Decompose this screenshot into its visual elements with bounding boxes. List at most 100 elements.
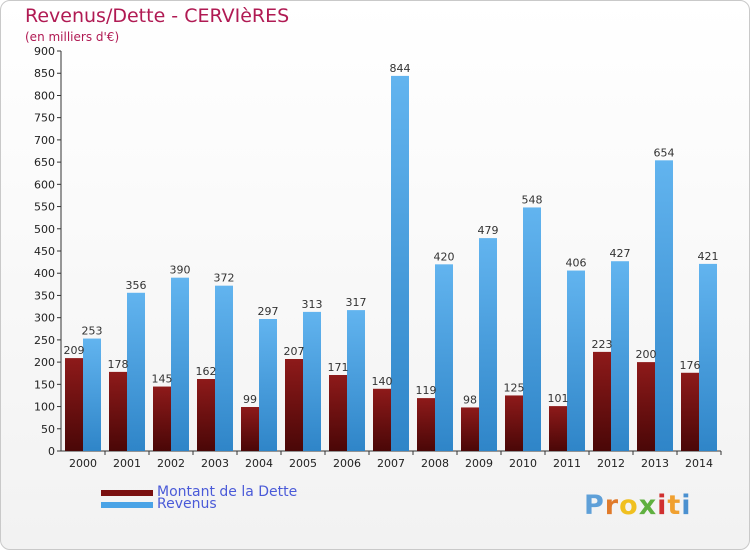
bar-revenue-2013 bbox=[655, 160, 673, 452]
data-label-debt-2001: 178 bbox=[108, 358, 129, 371]
logo-letter: x bbox=[638, 490, 658, 521]
x-tick-label: 2009 bbox=[465, 457, 493, 470]
bar-debt-2008 bbox=[417, 398, 435, 451]
data-label-revenue-2011: 406 bbox=[566, 257, 587, 270]
x-tick-label: 2003 bbox=[201, 457, 229, 470]
chart-subtitle: (en milliers d'€) bbox=[25, 30, 120, 44]
y-tick-label: 700 bbox=[34, 134, 55, 147]
y-tick-label: 150 bbox=[34, 378, 55, 391]
bar-revenue-2004 bbox=[259, 319, 277, 451]
y-tick-label: 650 bbox=[34, 156, 55, 169]
bar-debt-2002 bbox=[153, 386, 171, 451]
data-label-debt-2007: 140 bbox=[372, 375, 393, 388]
bar-debt-2009 bbox=[461, 407, 479, 451]
bar-revenue-2010 bbox=[523, 207, 541, 451]
x-tick-label: 2011 bbox=[553, 457, 581, 470]
bar-revenue-2011 bbox=[567, 270, 585, 451]
data-label-debt-2004: 99 bbox=[243, 393, 257, 406]
data-label-debt-2011: 101 bbox=[548, 392, 569, 405]
data-label-revenue-2002: 390 bbox=[170, 264, 191, 277]
legend-label-debt: Montant de la Dette bbox=[157, 484, 298, 500]
data-label-revenue-2001: 356 bbox=[126, 279, 147, 292]
x-tick-label: 2005 bbox=[289, 457, 317, 470]
bar-revenue-2012 bbox=[611, 261, 629, 451]
bar-debt-2005 bbox=[285, 359, 303, 451]
data-label-revenue-2007: 844 bbox=[390, 62, 411, 75]
x-tick-label: 2006 bbox=[333, 457, 361, 470]
bar-revenue-2007 bbox=[391, 75, 409, 451]
data-label-revenue-2000: 253 bbox=[82, 325, 103, 338]
data-labels: 209 253 178 356 145 390 162 372 99 297 207 313 171 31… bbox=[64, 62, 719, 407]
x-tick-label: 2008 bbox=[421, 457, 449, 470]
logo-letter: o bbox=[619, 490, 639, 521]
data-label-revenue-2010: 548 bbox=[522, 193, 543, 206]
data-label-debt-2013: 200 bbox=[636, 348, 657, 361]
y-tick-label: 750 bbox=[34, 112, 55, 125]
data-label-debt-2010: 125 bbox=[504, 381, 525, 394]
y-tick-label: 550 bbox=[34, 201, 55, 214]
data-label-revenue-2006: 317 bbox=[346, 296, 367, 309]
logo-letter: i bbox=[681, 490, 692, 521]
y-tick-label: 400 bbox=[34, 267, 55, 280]
data-label-debt-2003: 162 bbox=[196, 365, 217, 378]
x-tick-label: 2014 bbox=[685, 457, 713, 470]
y-tick-label: 250 bbox=[34, 334, 55, 347]
bar-debt-2014 bbox=[681, 372, 699, 451]
y-tick-label: 800 bbox=[34, 89, 55, 102]
x-tick-label: 2000 bbox=[69, 457, 97, 470]
data-label-debt-2002: 145 bbox=[152, 373, 173, 386]
data-label-debt-2012: 223 bbox=[592, 338, 613, 351]
x-tick-label: 2012 bbox=[597, 457, 625, 470]
data-label-revenue-2013: 654 bbox=[654, 146, 675, 159]
chart-title: Revenus/Dette - CERVIèRES bbox=[25, 5, 290, 27]
bar-revenue-2014 bbox=[699, 263, 717, 451]
data-label-debt-2006: 171 bbox=[328, 361, 349, 374]
bar-debt-2001 bbox=[109, 371, 127, 451]
bar-debt-2004 bbox=[241, 407, 259, 451]
y-tick-label: 450 bbox=[34, 245, 55, 258]
y-tick-label: 200 bbox=[34, 356, 55, 369]
x-tick-label: 2004 bbox=[245, 457, 273, 470]
logo-letter: t bbox=[667, 490, 682, 521]
y-tick-label: 350 bbox=[34, 289, 55, 302]
bar-debt-2010 bbox=[505, 395, 523, 451]
bar-revenue-2009 bbox=[479, 238, 497, 451]
y-tick-label: 500 bbox=[34, 223, 55, 236]
bar-debt-2007 bbox=[373, 388, 391, 451]
bar-revenue-2000 bbox=[83, 338, 101, 451]
y-tick-label: 600 bbox=[34, 178, 55, 191]
bar-revenue-2005 bbox=[303, 311, 321, 451]
logo-letter: r bbox=[604, 490, 620, 521]
x-tick-label: 2001 bbox=[113, 457, 141, 470]
bar-revenue-2001 bbox=[127, 292, 145, 451]
bar-debt-2013 bbox=[637, 362, 655, 451]
bar-debt-2006 bbox=[329, 375, 347, 451]
y-tick-label: 100 bbox=[34, 401, 55, 414]
data-label-debt-2009: 98 bbox=[463, 393, 477, 406]
data-label-revenue-2003: 372 bbox=[214, 272, 235, 285]
x-tick-label: 2013 bbox=[641, 457, 669, 470]
x-tick-label: 2010 bbox=[509, 457, 537, 470]
bar-revenue-2006 bbox=[347, 310, 365, 451]
y-tick-label: 300 bbox=[34, 312, 55, 325]
y-tick-label: 0 bbox=[48, 445, 55, 458]
data-label-debt-2014: 176 bbox=[680, 359, 701, 372]
data-label-debt-2000: 209 bbox=[64, 344, 85, 357]
logo-letter: P bbox=[584, 490, 605, 521]
y-tick-label: 850 bbox=[34, 67, 55, 80]
data-label-revenue-2004: 297 bbox=[258, 305, 279, 318]
x-tick-label: 2007 bbox=[377, 457, 405, 470]
bar-revenue-2002 bbox=[171, 277, 189, 451]
legend-swatch-debt bbox=[101, 490, 153, 496]
bar-revenue-2003 bbox=[215, 285, 233, 451]
bars bbox=[65, 75, 717, 452]
data-label-revenue-2012: 427 bbox=[610, 247, 631, 260]
bar-debt-2012 bbox=[593, 351, 611, 451]
data-label-revenue-2014: 421 bbox=[698, 250, 719, 263]
data-label-revenue-2009: 479 bbox=[478, 224, 499, 237]
x-tick-label: 2002 bbox=[157, 457, 185, 470]
bar-debt-2003 bbox=[197, 379, 215, 451]
logo-letter: i bbox=[657, 490, 668, 521]
